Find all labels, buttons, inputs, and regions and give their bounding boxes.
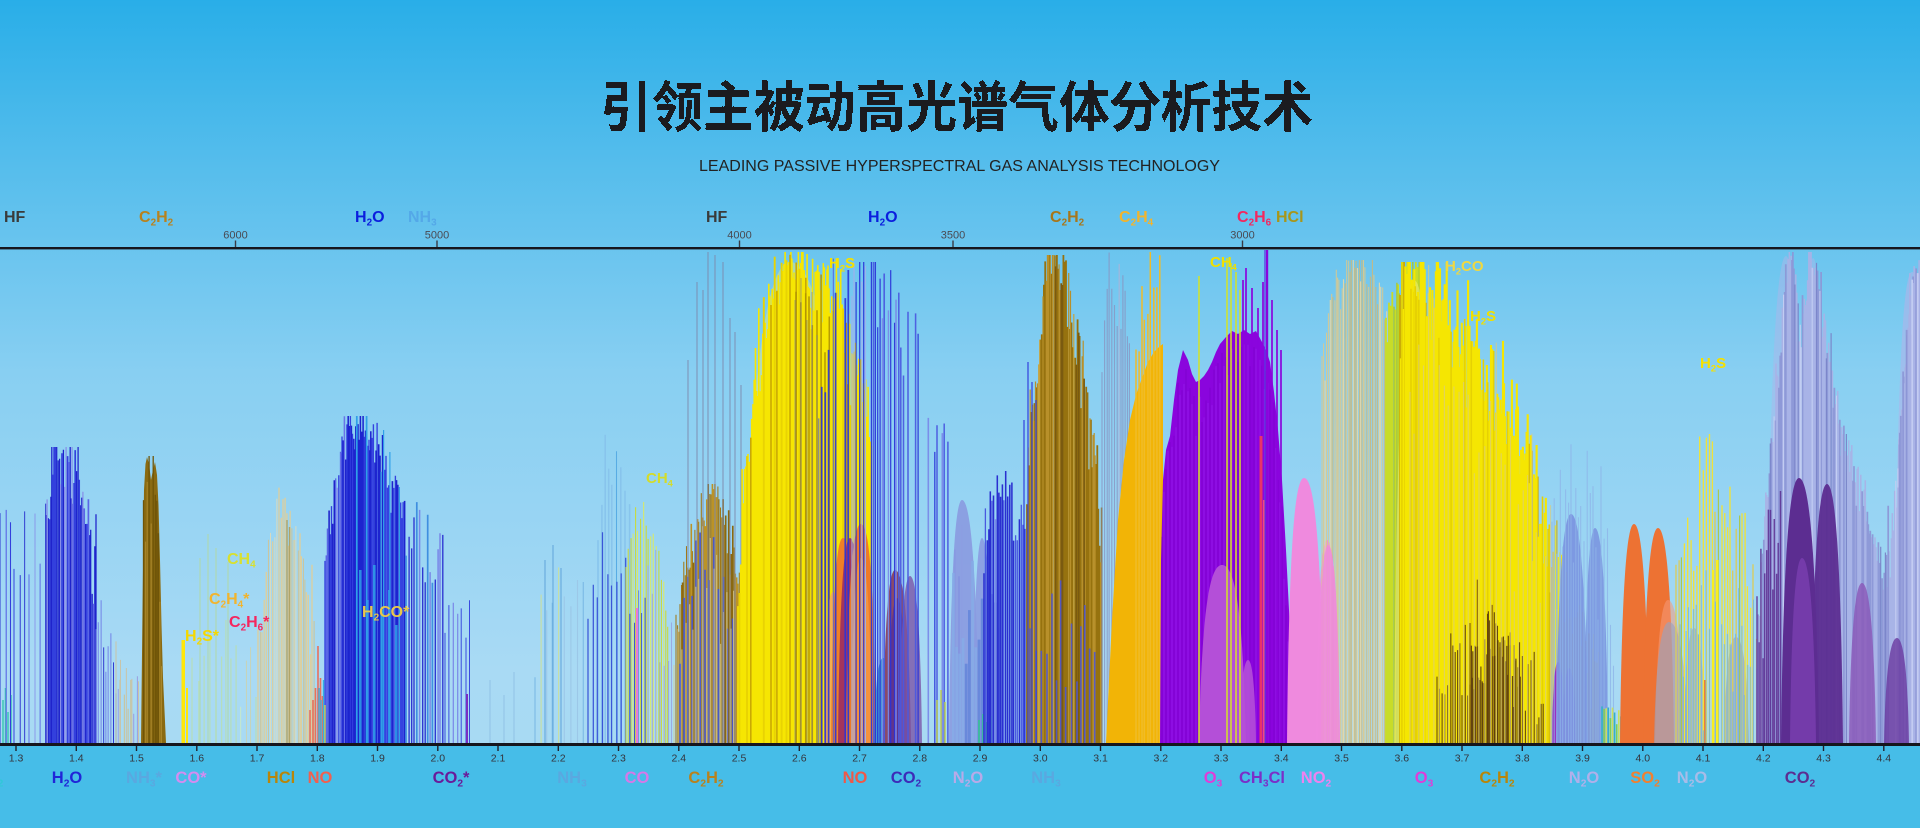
svg-text:2.3: 2.3	[611, 753, 626, 765]
svg-text:3.1: 3.1	[1093, 753, 1108, 765]
svg-text:H2​S: H2​S	[1700, 355, 1726, 373]
svg-text:1.4: 1.4	[69, 753, 84, 765]
svg-text:HCl: HCl	[1276, 209, 1304, 226]
svg-text:H2​S: H2​S	[829, 255, 855, 273]
svg-text:1.8: 1.8	[310, 753, 325, 765]
svg-text:C2​H4​*: C2​H4​*	[209, 591, 250, 611]
svg-text:3.5: 3.5	[1334, 753, 1349, 765]
svg-text:CO2​: CO2​	[1785, 769, 1816, 790]
svg-text:CH4​: CH4​	[646, 470, 674, 488]
svg-text:2.8: 2.8	[912, 753, 927, 765]
svg-text:HCl: HCl	[267, 769, 295, 787]
svg-text:2.0: 2.0	[430, 753, 445, 765]
svg-text:H2​CO*: H2​CO*	[362, 604, 410, 624]
svg-text:CH4​: CH4​	[227, 551, 256, 571]
svg-text:3.2: 3.2	[1153, 753, 1168, 765]
svg-text:1.3: 1.3	[9, 753, 24, 765]
svg-text:4.1: 4.1	[1696, 753, 1711, 765]
svg-text:H2​S: H2​S	[1470, 308, 1496, 326]
svg-text:4.4: 4.4	[1876, 753, 1891, 765]
svg-text:C2​H2​: C2​H2​	[1479, 769, 1515, 790]
svg-text:3500: 3500	[941, 230, 965, 242]
svg-text:3.9: 3.9	[1575, 753, 1590, 765]
svg-text:SO2​: SO2​	[1630, 769, 1660, 790]
svg-text:3.3: 3.3	[1214, 753, 1229, 765]
svg-text:3.8: 3.8	[1515, 753, 1530, 765]
svg-text:2.2: 2.2	[551, 753, 566, 765]
svg-text:N2​O: N2​O	[953, 769, 984, 790]
svg-text:C2​H6​*: C2​H6​*	[229, 614, 270, 634]
svg-text:1.7: 1.7	[250, 753, 265, 765]
svg-text:C2​H2​: C2​H2​	[688, 769, 724, 790]
svg-text:CO: CO	[625, 769, 650, 787]
svg-text:3.4: 3.4	[1274, 753, 1289, 765]
svg-text:3.7: 3.7	[1455, 753, 1470, 765]
svg-text:2.9: 2.9	[973, 753, 988, 765]
svg-text:N2​O: N2​O	[1677, 769, 1708, 790]
svg-text:3.0: 3.0	[1033, 753, 1048, 765]
svg-text:NH3​*: NH3​*	[126, 769, 163, 790]
svg-text:O2​: O2​	[0, 769, 4, 790]
svg-text:HF: HF	[4, 209, 26, 226]
svg-text:6000: 6000	[223, 230, 247, 242]
svg-text:CH3​Cl: CH3​Cl	[1239, 769, 1285, 790]
svg-text:2.7: 2.7	[852, 753, 867, 765]
svg-text:LEADING PASSIVE HYPERSPECTRAL: LEADING PASSIVE HYPERSPECTRAL GAS ANALYS…	[699, 158, 1220, 175]
svg-text:1.9: 1.9	[370, 753, 385, 765]
svg-text:CO*: CO*	[175, 769, 207, 787]
svg-text:H2​O: H2​O	[868, 209, 898, 229]
svg-text:NO: NO	[308, 769, 333, 787]
svg-text:NO2​: NO2​	[1301, 769, 1332, 790]
svg-text:2.5: 2.5	[732, 753, 747, 765]
svg-text:4.3: 4.3	[1816, 753, 1831, 765]
svg-text:3.6: 3.6	[1394, 753, 1409, 765]
svg-text:1.6: 1.6	[189, 753, 204, 765]
svg-text:HF: HF	[706, 209, 728, 226]
svg-text:C2​H4​: C2​H4​	[1119, 209, 1154, 229]
svg-text:C2​H2​: C2​H2​	[1050, 209, 1085, 229]
svg-text:4000: 4000	[727, 230, 751, 242]
svg-text:H2​CO: H2​CO	[1445, 258, 1484, 276]
svg-text:CH4​: CH4​	[1210, 254, 1238, 272]
svg-text:H2​O: H2​O	[52, 769, 83, 790]
svg-text:NH3​: NH3​	[557, 769, 587, 790]
svg-text:C2​H6​: C2​H6​	[1237, 209, 1272, 229]
svg-text:CO2​*: CO2​*	[433, 769, 470, 790]
svg-text:N2​O: N2​O	[1569, 769, 1600, 790]
svg-text:5000: 5000	[425, 230, 449, 242]
svg-text:C2​H2​: C2​H2​	[139, 209, 174, 229]
svg-text:NH3​: NH3​	[1031, 769, 1061, 790]
svg-text:4.0: 4.0	[1635, 753, 1650, 765]
svg-text:H2​S*: H2​S*	[185, 628, 220, 648]
svg-text:1.5: 1.5	[129, 753, 144, 765]
svg-text:NH3​: NH3​	[408, 209, 437, 229]
svg-text:H2​O: H2​O	[355, 209, 385, 229]
svg-text:2.1: 2.1	[491, 753, 506, 765]
svg-text:2.6: 2.6	[792, 753, 807, 765]
svg-text:CO2​: CO2​	[891, 769, 922, 790]
svg-text:4.2: 4.2	[1756, 753, 1771, 765]
svg-text:2.4: 2.4	[671, 753, 686, 765]
svg-text:NO: NO	[843, 769, 868, 787]
svg-text:3000: 3000	[1230, 230, 1254, 242]
